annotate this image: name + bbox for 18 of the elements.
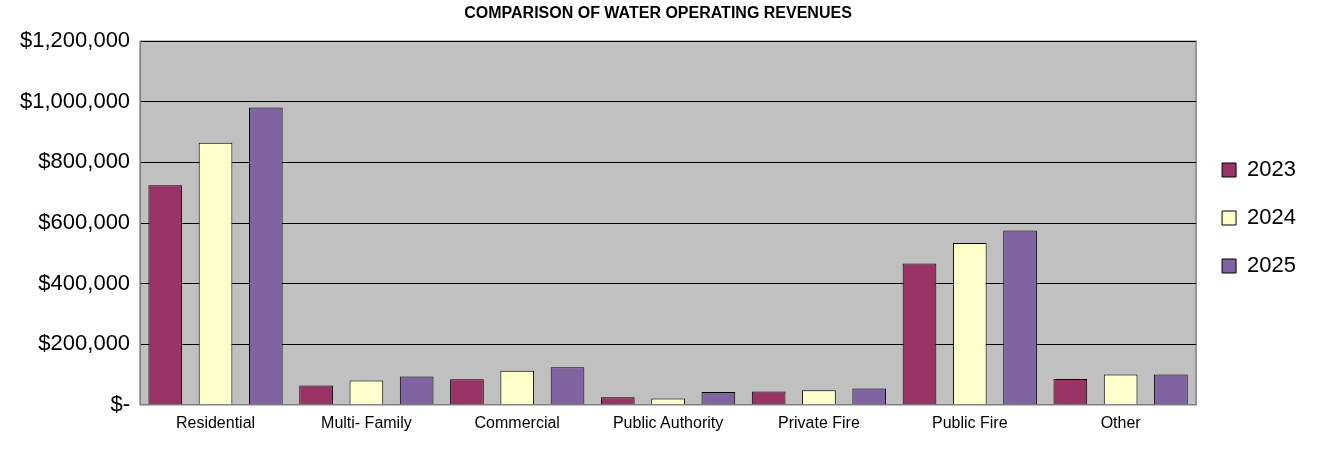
- y-tick-label: $1,200,000: [20, 27, 131, 53]
- y-tick-label: $600,000: [38, 209, 131, 235]
- legend-label: 2024: [1247, 204, 1297, 230]
- x-tick-label: Commercial: [474, 413, 560, 431]
- x-tick-label: Public Fire: [931, 413, 1008, 431]
- x-tick-label: Private Fire: [778, 413, 860, 431]
- y-tick-label: $-: [110, 390, 131, 416]
- y-tick-label: $800,000: [38, 148, 131, 174]
- x-tick-label: Other: [1100, 413, 1142, 431]
- x-tick-label: Multi- Family: [321, 413, 412, 431]
- y-tick-label: $400,000: [38, 269, 131, 295]
- x-tick-label: Public Authority: [612, 413, 724, 431]
- legend-label: 2025: [1247, 252, 1297, 278]
- y-tick-label: $200,000: [38, 330, 131, 356]
- y-tick-label: $1,000,000: [20, 87, 131, 113]
- x-tick-label: Residential: [175, 413, 256, 431]
- legend-label: 2023: [1247, 156, 1297, 182]
- chart-title: COMPARISON OF WATER OPERATING REVENUES: [464, 4, 853, 22]
